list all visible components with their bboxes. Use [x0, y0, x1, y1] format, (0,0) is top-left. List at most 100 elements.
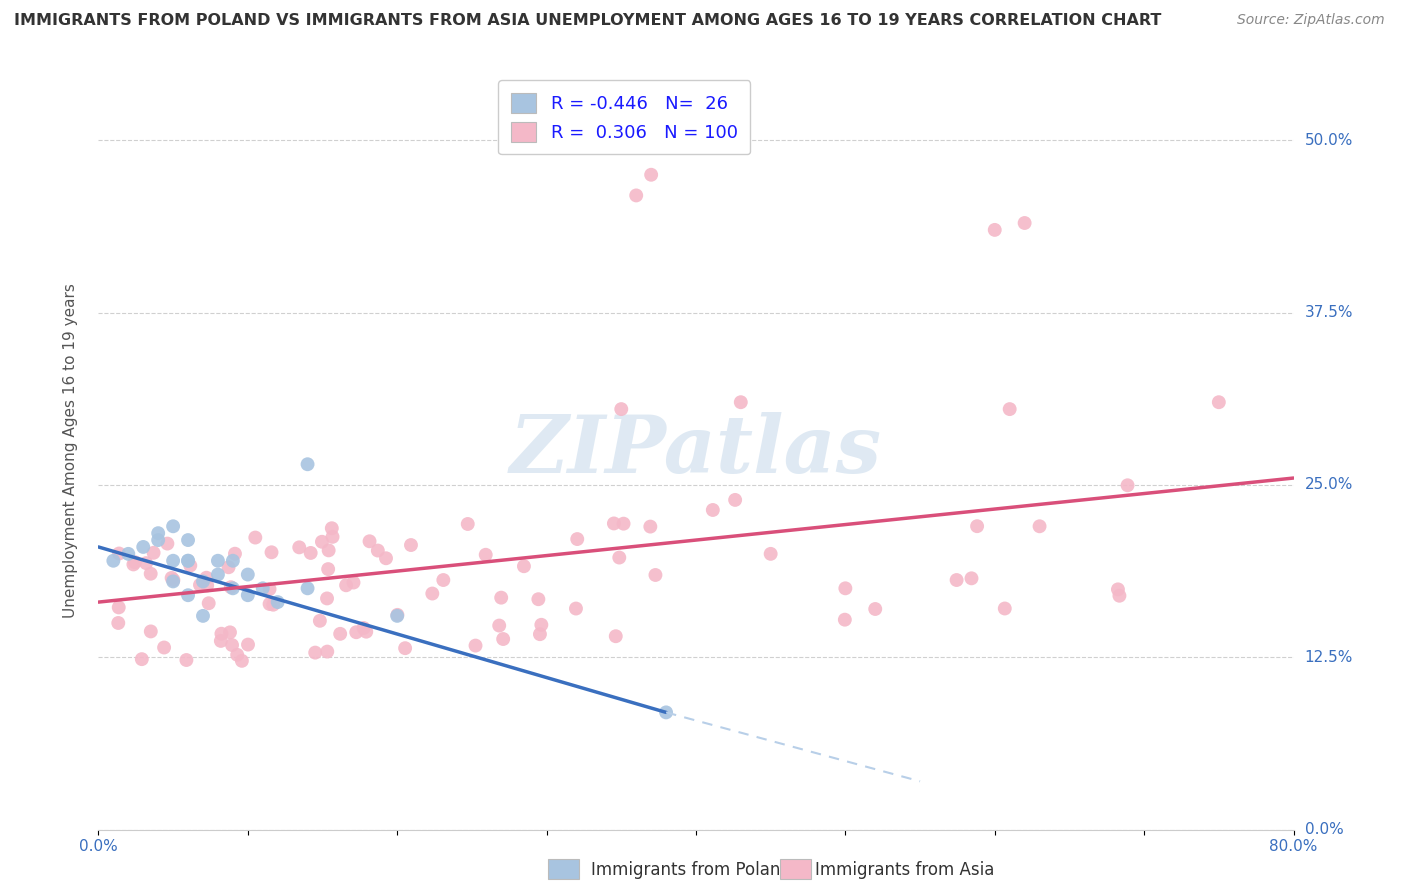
Point: [222, 582, 245, 596]
Point: [354, 624, 377, 639]
Point: [1028, 519, 1050, 533]
Point: [231, 654, 253, 668]
Point: [177, 554, 200, 568]
Point: [195, 571, 218, 585]
Point: [259, 582, 281, 596]
Point: [834, 613, 856, 627]
Text: Source: ZipAtlas.com: Source: ZipAtlas.com: [1237, 13, 1385, 28]
Point: [156, 536, 179, 550]
Point: [342, 575, 364, 590]
Point: [177, 554, 200, 568]
Point: [474, 548, 496, 562]
Point: [613, 516, 636, 531]
Point: [176, 653, 198, 667]
Point: [177, 588, 200, 602]
Point: [219, 580, 242, 594]
Point: [640, 519, 662, 533]
Point: [177, 533, 200, 547]
Point: [209, 634, 232, 648]
Point: [222, 554, 245, 568]
Point: [1107, 582, 1129, 597]
Point: [605, 629, 627, 643]
Text: IMMIGRANTS FROM POLAND VS IMMIGRANTS FROM ASIA UNEMPLOYMENT AMONG AGES 16 TO 19 : IMMIGRANTS FROM POLAND VS IMMIGRANTS FRO…: [14, 13, 1161, 29]
Point: [236, 638, 259, 652]
Point: [135, 556, 157, 570]
Point: [245, 531, 267, 545]
Text: 25.0%: 25.0%: [1305, 477, 1353, 492]
Text: 37.5%: 37.5%: [1305, 305, 1353, 320]
Point: [252, 582, 274, 596]
Point: [984, 223, 1007, 237]
Point: [108, 547, 131, 561]
Point: [513, 559, 536, 574]
Point: [567, 532, 589, 546]
Point: [530, 617, 553, 632]
Point: [226, 648, 249, 662]
Point: [994, 601, 1017, 615]
Point: [267, 595, 290, 609]
Point: [945, 573, 967, 587]
Point: [655, 706, 678, 720]
Point: [139, 624, 162, 639]
Point: [488, 618, 510, 632]
Point: [387, 607, 409, 622]
Text: 50.0%: 50.0%: [1305, 133, 1353, 148]
Point: [316, 591, 339, 606]
Point: [1116, 478, 1139, 492]
Point: [224, 547, 246, 561]
Point: [464, 639, 486, 653]
Point: [399, 538, 422, 552]
Point: [207, 567, 229, 582]
Point: [221, 638, 243, 652]
Text: ZIPatlas: ZIPatlas: [510, 412, 882, 489]
Point: [162, 554, 184, 568]
Point: [834, 582, 856, 596]
Point: [162, 574, 184, 589]
Point: [610, 402, 633, 417]
Point: [131, 652, 153, 666]
Point: [309, 614, 332, 628]
Point: [288, 541, 311, 555]
Point: [492, 632, 515, 646]
Point: [103, 554, 125, 568]
Point: [297, 457, 319, 471]
Point: [219, 625, 242, 640]
Point: [759, 547, 782, 561]
Point: [236, 588, 259, 602]
Point: [420, 586, 443, 600]
Point: [311, 534, 333, 549]
Point: [322, 530, 344, 544]
Point: [179, 558, 201, 573]
Point: [1108, 589, 1130, 603]
Point: [142, 546, 165, 560]
Point: [702, 503, 724, 517]
Point: [132, 540, 155, 554]
Point: [527, 592, 550, 607]
Point: [195, 578, 218, 592]
Point: [385, 608, 409, 623]
Point: [603, 516, 626, 531]
Point: [162, 573, 184, 587]
Point: [148, 526, 170, 541]
Point: [124, 555, 146, 569]
Point: [724, 492, 747, 507]
Point: [316, 644, 339, 658]
Text: Immigrants from Poland: Immigrants from Poland: [591, 861, 790, 879]
Point: [188, 578, 211, 592]
Point: [565, 601, 588, 615]
Point: [321, 521, 343, 535]
Point: [299, 546, 322, 560]
Point: [139, 566, 162, 581]
Point: [259, 597, 281, 611]
Point: [344, 625, 367, 640]
Text: 12.5%: 12.5%: [1305, 649, 1353, 665]
Point: [375, 551, 398, 566]
Point: [457, 516, 479, 531]
Legend: R = -0.446   N=  26, R =  0.306   N = 100: R = -0.446 N= 26, R = 0.306 N = 100: [498, 80, 751, 154]
Point: [162, 519, 184, 533]
Text: Immigrants from Asia: Immigrants from Asia: [815, 861, 995, 879]
Y-axis label: Unemployment Among Ages 16 to 19 years: Unemployment Among Ages 16 to 19 years: [63, 283, 77, 618]
Point: [1014, 216, 1036, 230]
Point: [626, 188, 648, 202]
Point: [529, 627, 551, 641]
